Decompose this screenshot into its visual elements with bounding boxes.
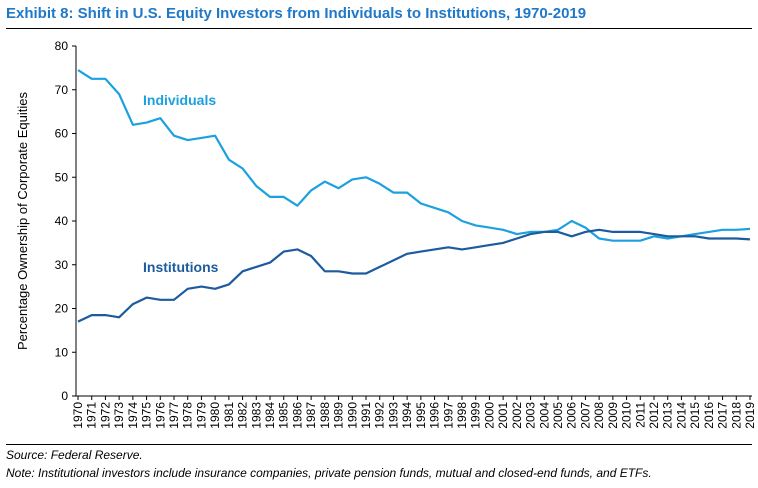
series-label-institutions: Institutions <box>143 259 219 275</box>
x-tick-label: 2006 <box>565 402 579 429</box>
x-tick-label: 1998 <box>455 402 469 429</box>
series-line-institutions <box>77 228 751 323</box>
x-tick-label: 1989 <box>332 402 346 429</box>
x-tick-label: 1984 <box>263 402 277 429</box>
x-tick-label: 1999 <box>469 402 483 429</box>
x-tick-label: 1972 <box>98 402 112 429</box>
x-tick-label: 1976 <box>153 402 167 429</box>
y-tick-label: 20 <box>55 302 69 316</box>
x-tick-label: 1992 <box>373 402 387 429</box>
series-line-individuals <box>77 69 751 242</box>
x-tick-label: 1996 <box>428 402 442 429</box>
x-tick-label: 1980 <box>208 402 222 429</box>
x-tick-label: 1995 <box>414 402 428 429</box>
footnote: Note: Institutional investors include in… <box>6 466 652 480</box>
x-tick-label: 2010 <box>620 402 634 429</box>
x-tick-label: 2015 <box>688 402 702 429</box>
x-tick-label: 1971 <box>85 402 99 429</box>
x-tick-label: 2017 <box>716 402 730 429</box>
y-tick-label: 50 <box>55 170 69 184</box>
x-tick-label: 2014 <box>674 402 688 429</box>
x-axis-ticks: 1970 1971 1972 1973 1974 1975 1976 1977 1978 1979… <box>71 396 757 429</box>
x-tick-label: 1986 <box>290 402 304 429</box>
x-tick-label: 2008 <box>592 402 606 429</box>
x-tick-label: 2013 <box>661 402 675 429</box>
x-tick-label: 2002 <box>510 402 524 429</box>
x-tick-label: 1985 <box>277 402 291 429</box>
x-tick-label: 1994 <box>400 402 414 429</box>
x-tick-label: 2019 <box>743 402 757 429</box>
x-tick-label: 2005 <box>551 402 565 429</box>
x-tick-label: 1991 <box>359 402 373 429</box>
x-tick-label: 1970 <box>71 402 85 429</box>
series-lines <box>77 69 751 323</box>
x-tick-label: 1975 <box>140 402 154 429</box>
x-tick-label: 1978 <box>181 402 195 429</box>
x-tick-label: 2003 <box>524 402 538 429</box>
y-tick-label: 70 <box>55 83 69 97</box>
top-divider <box>6 28 752 29</box>
bottom-divider <box>6 444 752 445</box>
y-tick-label: 0 <box>61 389 68 403</box>
chart-title: Exhibit 8: Shift in U.S. Equity Investor… <box>6 5 587 22</box>
x-tick-label: 2009 <box>606 402 620 429</box>
x-tick-label: 2012 <box>647 402 661 429</box>
x-tick-label: 1979 <box>194 402 208 429</box>
x-tick-label: 2016 <box>702 402 716 429</box>
x-tick-label: 1974 <box>126 402 140 429</box>
y-tick-label: 80 <box>55 39 69 53</box>
x-tick-label: 1981 <box>222 402 236 429</box>
y-tick-label: 10 <box>55 345 69 359</box>
y-axis-ticks: 0 10 20 30 40 50 60 70 80 <box>55 39 76 403</box>
x-tick-label: 1990 <box>345 402 359 429</box>
y-axis-label: Percentage Ownership of Corporate Equiti… <box>15 92 30 350</box>
x-tick-label: 2011 <box>633 402 647 428</box>
x-tick-label: 2004 <box>537 402 551 429</box>
source-note: Source: Federal Reserve. <box>6 448 143 462</box>
x-tick-label: 1982 <box>236 402 250 429</box>
x-tick-label: 1993 <box>386 402 400 429</box>
x-tick-label: 1977 <box>167 402 181 429</box>
x-tick-label: 1973 <box>112 402 126 429</box>
y-tick-label: 30 <box>55 258 69 272</box>
x-tick-label: 2001 <box>496 402 510 429</box>
x-tick-label: 1987 <box>304 402 318 429</box>
x-tick-label: 1983 <box>249 402 263 429</box>
series-label-individuals: Individuals <box>143 92 216 108</box>
x-tick-label: 2018 <box>729 402 743 429</box>
x-tick-label: 2000 <box>482 402 496 429</box>
y-tick-label: 60 <box>55 127 69 141</box>
x-tick-label: 2007 <box>578 402 592 429</box>
y-tick-label: 40 <box>55 214 69 228</box>
x-tick-label: 1997 <box>441 402 455 429</box>
x-tick-label: 1988 <box>318 402 332 429</box>
